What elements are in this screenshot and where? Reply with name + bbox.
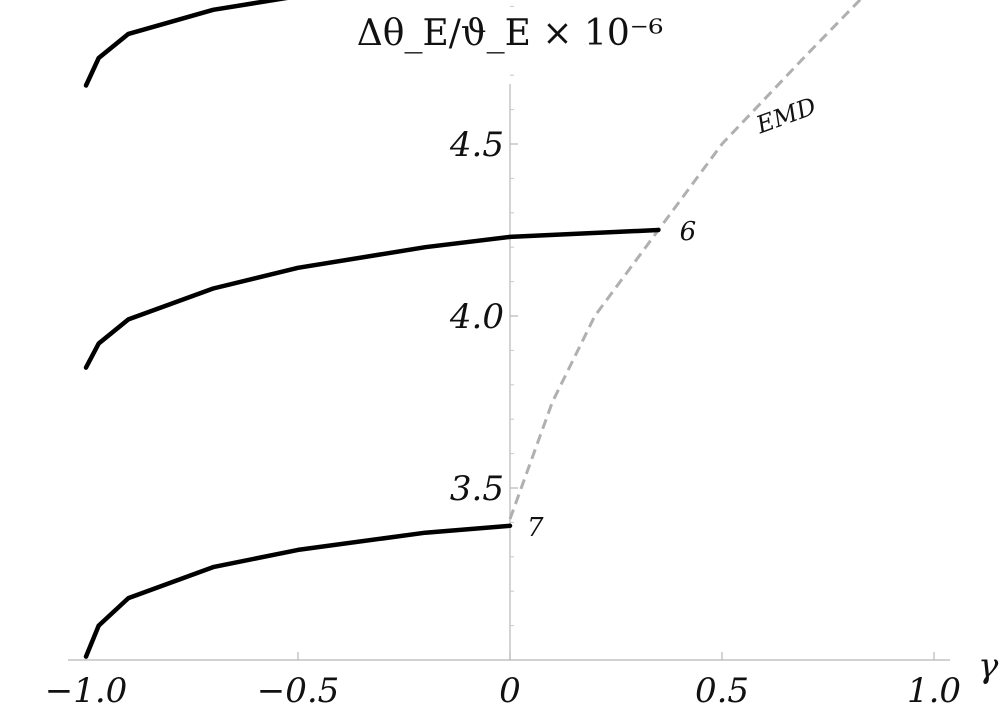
axes: −1.0−0.500.51.03.54.04.55.05.56.0 <box>45 5 961 709</box>
y-tick-label: 3.5 <box>450 469 504 509</box>
curve-label-7: 7 <box>527 513 544 543</box>
annotation-emd: EMD <box>752 92 820 140</box>
curve-label-6: 6 <box>680 217 697 247</box>
x-tick-label: 1.0 <box>907 671 961 709</box>
x-tick-label: −1.0 <box>45 671 128 709</box>
x-tick-label: 0 <box>499 671 521 709</box>
x-tick-label: 0.5 <box>695 671 749 709</box>
labels-group: 1234567SBHEMaDEMD <box>527 92 820 543</box>
series-line-5-black <box>83 0 288 88</box>
series-line-emd-dashed_gray <box>508 0 862 520</box>
x-tick-label: −0.5 <box>257 671 340 709</box>
y-tick-label: 4.0 <box>449 297 504 337</box>
series-group <box>83 0 862 659</box>
chart-title: Δθ_E/ϑ_E × 10⁻⁶ <box>357 13 663 54</box>
series-line-6-black <box>83 227 661 370</box>
y-tick-label: 4.5 <box>449 125 504 165</box>
x-axis-label: γ <box>978 646 999 686</box>
series-line-7-black <box>83 523 513 659</box>
